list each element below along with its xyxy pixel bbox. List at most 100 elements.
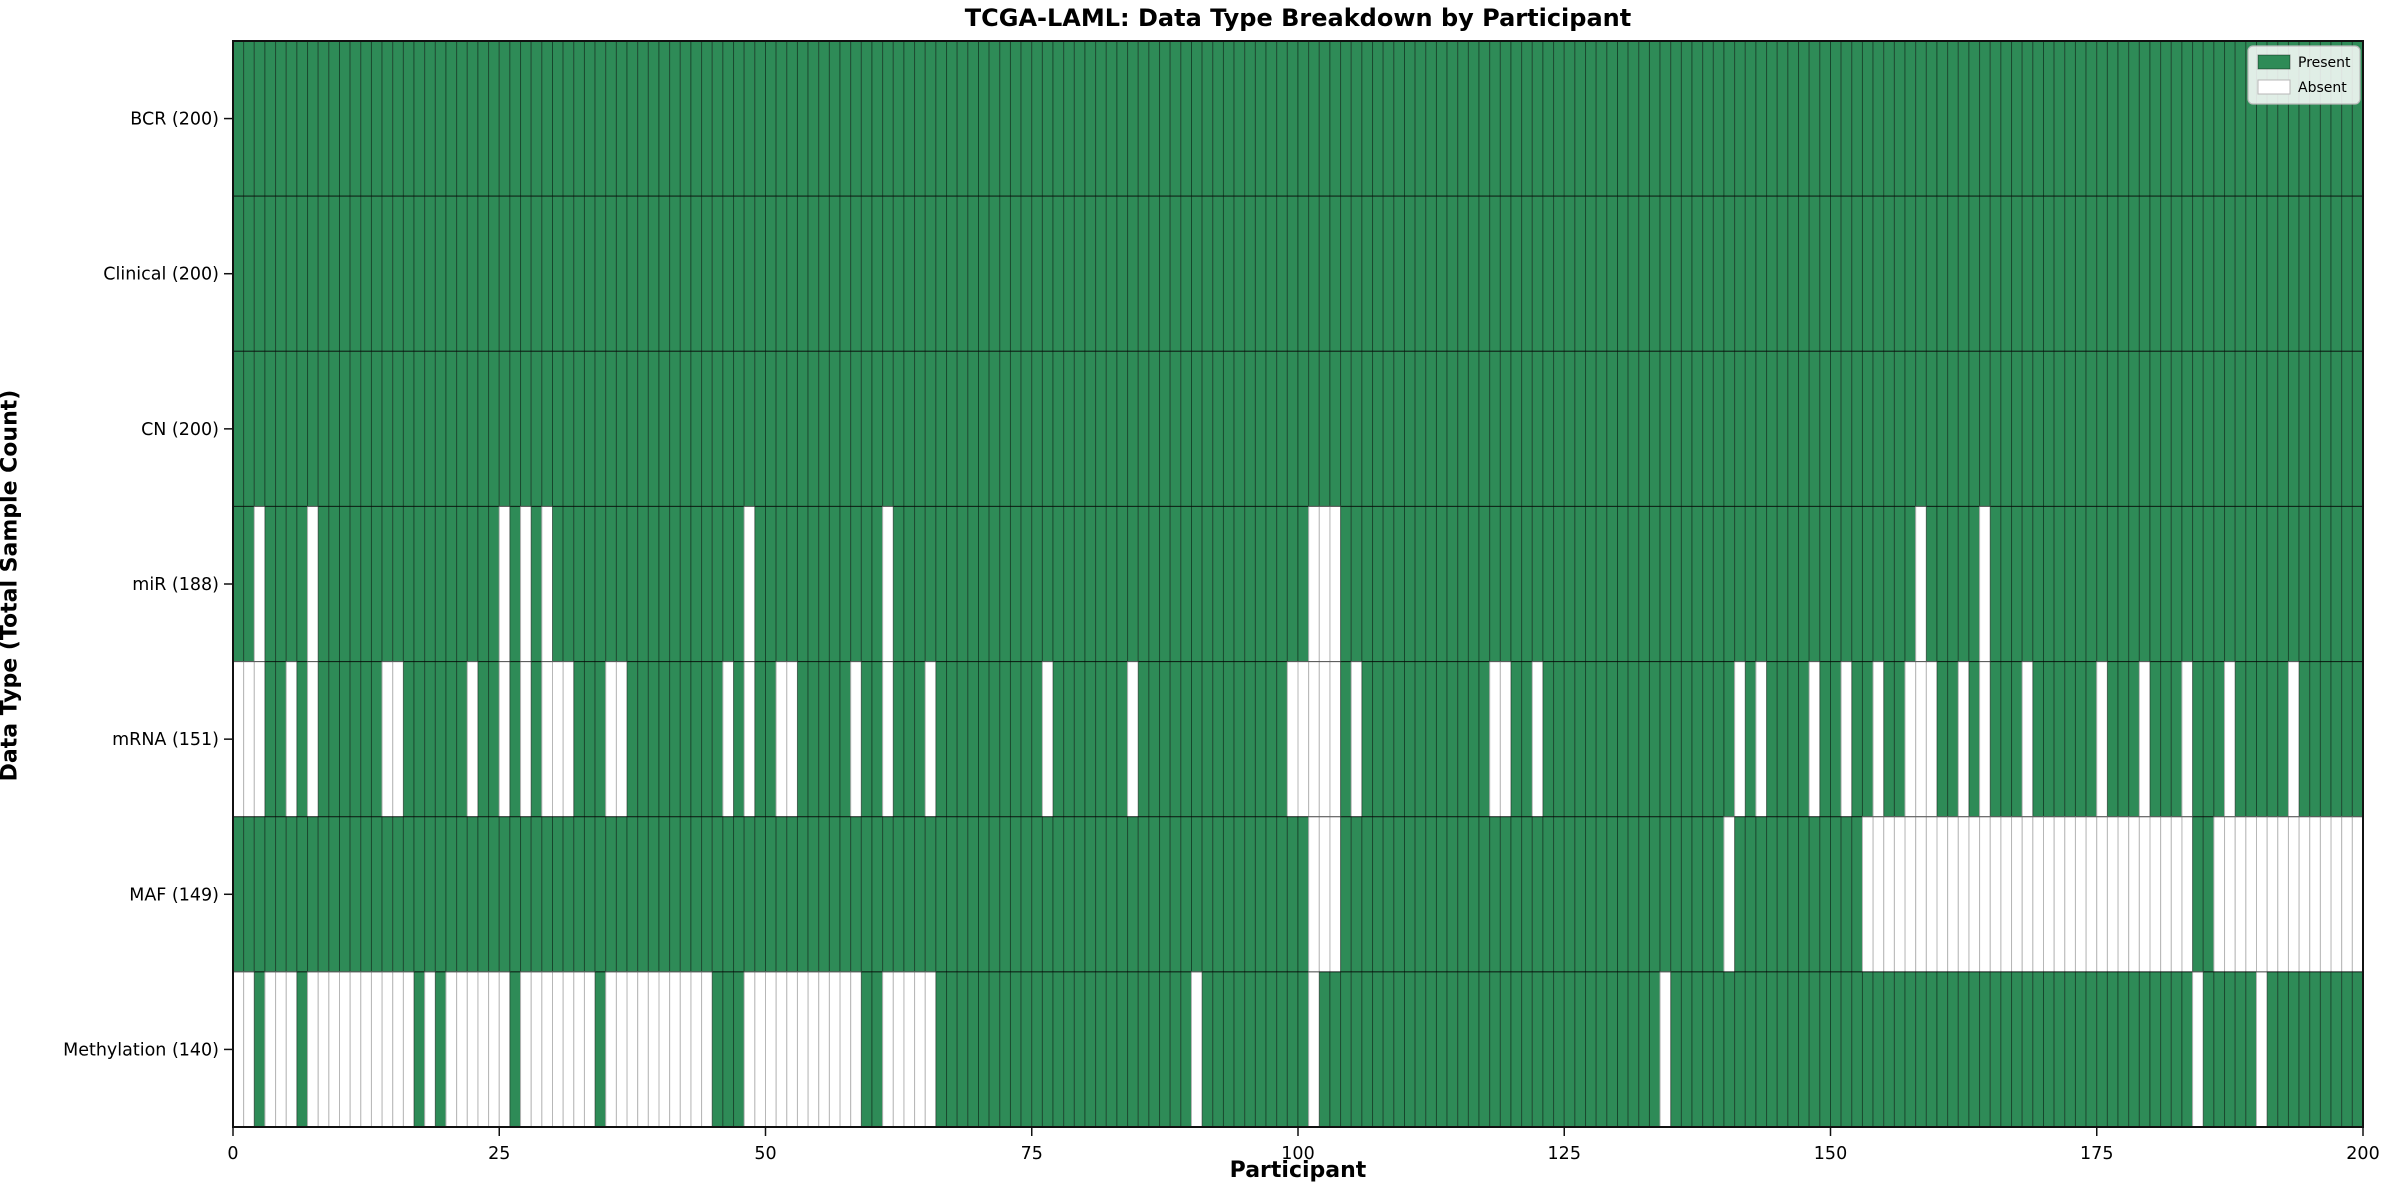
heatmap-cell <box>2000 350 2013 507</box>
heatmap-cell <box>1116 505 1129 663</box>
heatmap-cell <box>701 505 713 663</box>
heatmap-cell <box>424 195 436 352</box>
heatmap-cell <box>1105 195 1118 352</box>
heatmap-cell <box>1585 661 1597 818</box>
heatmap-cell <box>2128 816 2140 973</box>
heatmap-cell <box>733 816 745 973</box>
heatmap-cell <box>1329 195 1342 352</box>
heatmap-cell <box>1361 816 1374 973</box>
heatmap-cell <box>1212 195 1224 352</box>
heatmap-cell <box>1191 505 1203 663</box>
heatmap-cell <box>1116 195 1129 352</box>
heatmap-cell <box>541 816 553 973</box>
heatmap-cell <box>1766 816 1778 973</box>
heatmap-cell <box>1169 505 1182 663</box>
heatmap-cell <box>477 661 490 818</box>
heatmap-cell <box>1361 971 1374 1128</box>
heatmap-cell <box>1883 195 1895 352</box>
heatmap-cell <box>2170 971 2183 1128</box>
heatmap-cell <box>828 40 841 197</box>
heatmap-cell <box>924 661 937 818</box>
heatmap-cell <box>2234 40 2247 197</box>
heatmap-cell <box>828 971 841 1128</box>
heatmap-cell <box>615 971 628 1128</box>
heatmap-cell <box>1989 816 2002 973</box>
heatmap-cell <box>1734 661 1746 818</box>
heatmap-cell <box>1446 971 1459 1128</box>
heatmap-cell <box>1553 971 1565 1128</box>
heatmap-cell <box>1329 505 1342 663</box>
heatmap-cell <box>978 816 990 973</box>
heatmap-cell <box>413 40 426 197</box>
heatmap-cell <box>1744 40 1757 197</box>
heatmap-cell <box>328 505 341 663</box>
heatmap-cell <box>2053 971 2066 1128</box>
heatmap-cell <box>807 971 820 1128</box>
heatmap-cell <box>317 971 330 1128</box>
heatmap-cell <box>626 40 639 197</box>
heatmap-cell <box>1723 971 1736 1128</box>
heatmap-cell <box>1861 350 1874 507</box>
heatmap-cell <box>1297 505 1310 663</box>
heatmap-cell <box>839 195 852 352</box>
heatmap-cell <box>1457 195 1469 352</box>
heatmap-cell <box>1446 40 1459 197</box>
heatmap-cell <box>1872 40 1885 197</box>
heatmap-cell <box>1574 816 1587 973</box>
heatmap-cell <box>1925 816 1938 973</box>
heatmap-cell <box>498 195 511 352</box>
heatmap-cell <box>839 816 852 973</box>
heatmap-cell <box>1286 40 1299 197</box>
heatmap-cell <box>658 661 671 818</box>
heatmap-cell <box>562 971 575 1128</box>
heatmap-cell <box>2032 971 2044 1128</box>
heatmap-cell <box>1233 661 1246 818</box>
heatmap-cell <box>914 40 926 197</box>
heatmap-cell <box>765 661 777 818</box>
heatmap-cell <box>1393 505 1405 663</box>
heatmap-cell <box>2341 505 2353 663</box>
heatmap-cell <box>520 40 532 197</box>
heatmap-cell <box>1286 195 1299 352</box>
heatmap-cell <box>850 971 862 1128</box>
heatmap-cell <box>946 195 958 352</box>
heatmap-cell <box>370 40 383 197</box>
heatmap-cell <box>1766 40 1778 197</box>
heatmap-cell <box>1084 816 1097 973</box>
heatmap-cell <box>1499 195 1512 352</box>
heatmap-cell <box>924 350 937 507</box>
heatmap-cell <box>1073 505 1086 663</box>
heatmap-cell <box>978 195 990 352</box>
heatmap-cell <box>307 661 319 818</box>
heatmap-cell <box>1127 195 1139 352</box>
heatmap-cell <box>2277 350 2289 507</box>
heatmap-cell <box>1489 971 1501 1128</box>
heatmap-cell <box>2074 195 2087 352</box>
heatmap-cell <box>669 195 681 352</box>
heatmap-cell <box>2319 195 2332 352</box>
heatmap-cell <box>2138 350 2151 507</box>
heatmap-cell <box>1712 40 1725 197</box>
heatmap-cell <box>2213 195 2226 352</box>
heatmap-cell <box>978 40 990 197</box>
heatmap-cell <box>1766 505 1778 663</box>
heatmap-cell <box>1851 816 1863 973</box>
heatmap-cell <box>392 195 404 352</box>
heatmap-cell <box>1361 195 1374 352</box>
heatmap-cell <box>1734 971 1746 1128</box>
heatmap-cell <box>2192 816 2204 973</box>
heatmap-cell <box>1159 816 1171 973</box>
heatmap-cell <box>466 661 479 818</box>
heatmap-cell <box>999 816 1011 973</box>
heatmap-cell <box>445 816 458 973</box>
heatmap-cell <box>509 195 522 352</box>
heatmap-cell <box>1798 661 1810 818</box>
heatmap-cell <box>2032 661 2044 818</box>
heatmap-cell <box>1254 661 1267 818</box>
heatmap-cell <box>1127 350 1139 507</box>
heatmap-cell <box>1766 350 1778 507</box>
heatmap-cell <box>275 661 287 818</box>
heatmap-cell <box>1798 505 1810 663</box>
heatmap-cell <box>828 816 841 973</box>
heatmap-cell <box>1638 661 1650 818</box>
